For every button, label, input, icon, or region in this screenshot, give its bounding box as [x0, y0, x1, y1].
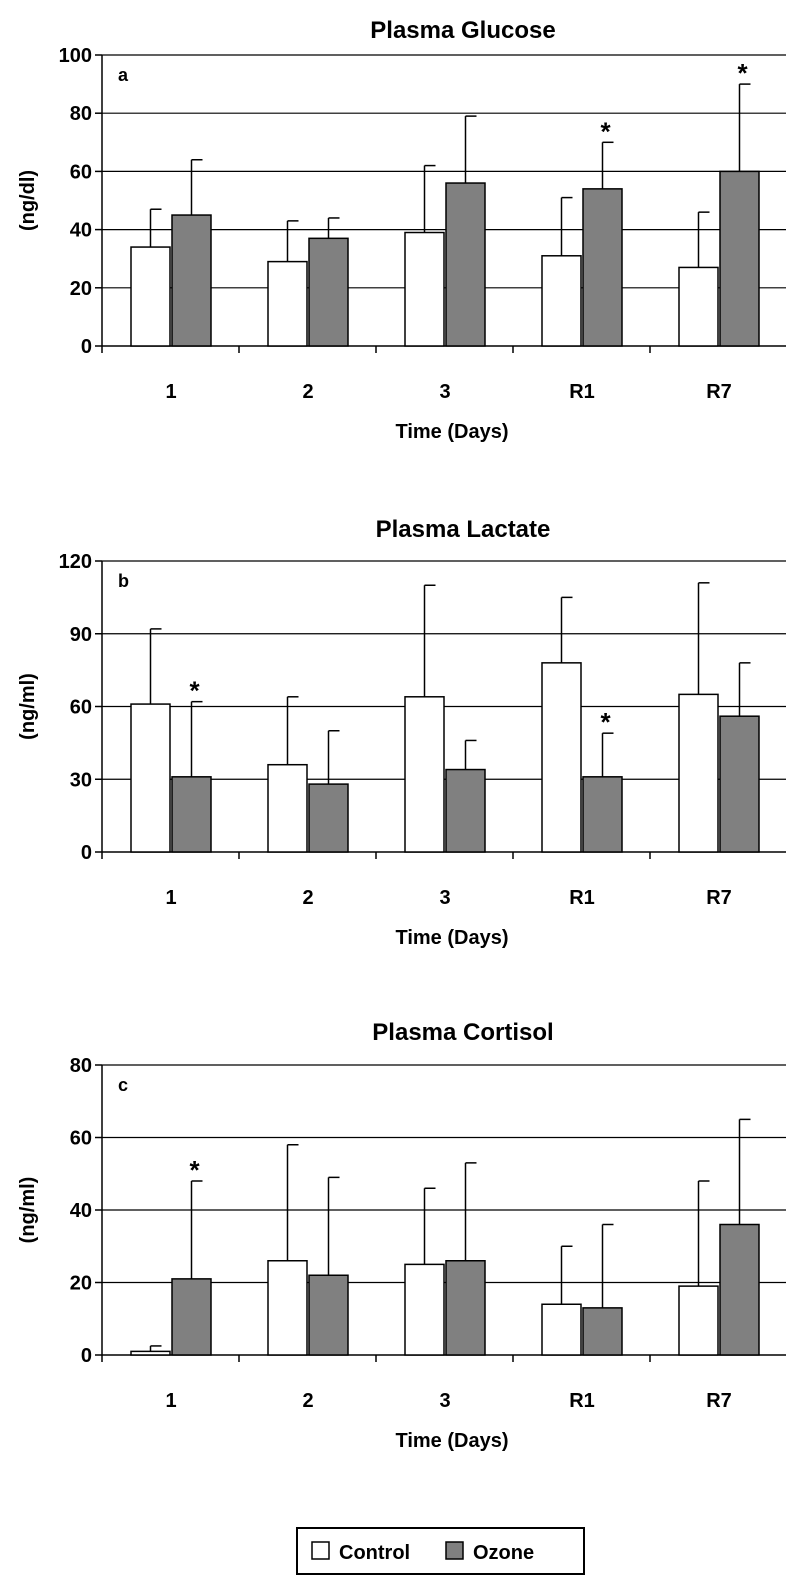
- bar-ozone: [308, 783, 349, 853]
- y-tick-label: 0: [81, 336, 92, 358]
- x-tick-label: R7: [706, 381, 732, 403]
- chart-panel-b: Plasma Lactate 0 30 60 90 120 (ng/ml) b 1 2 3 R1 R7 *…: [17, 516, 786, 949]
- chart-title: Plasma Glucose: [370, 17, 555, 44]
- chart-title: Plasma Lactate: [376, 516, 551, 543]
- panel-letter: a: [118, 65, 129, 85]
- significance-star: *: [600, 707, 611, 737]
- x-tick-label: R1: [569, 887, 595, 909]
- legend: Control Ozone: [296, 1527, 585, 1575]
- bar-ozone: [171, 1278, 212, 1356]
- legend-label-control: Control: [339, 1542, 410, 1564]
- bar-control: [404, 696, 445, 853]
- bar-control: [130, 1350, 171, 1356]
- chart-title: Plasma Cortisol: [372, 1019, 553, 1046]
- y-tick-label: 120: [59, 551, 92, 573]
- y-tick-label: 0: [81, 1345, 92, 1367]
- x-tick-label: 2: [302, 381, 313, 403]
- y-axis-title: (ng/ml): [17, 673, 39, 740]
- bar-control: [130, 246, 171, 347]
- x-tick-label: 2: [302, 887, 313, 909]
- bar-control: [130, 703, 171, 853]
- y-tick-label: 20: [70, 278, 92, 300]
- y-tick-label: 100: [59, 45, 92, 67]
- bar-control: [541, 1303, 582, 1356]
- y-tick-label: 60: [70, 697, 92, 719]
- legend-frame: [296, 1527, 585, 1575]
- y-tick-label: 40: [70, 1200, 92, 1222]
- x-tick-label: 3: [439, 1390, 450, 1412]
- legend-label-ozone: Ozone: [473, 1542, 534, 1564]
- x-tick-label: 2: [302, 1390, 313, 1412]
- x-tick-label: R7: [706, 887, 732, 909]
- bar-control: [404, 1263, 445, 1356]
- x-tick-label: 3: [439, 887, 450, 909]
- bar-ozone: [171, 214, 212, 347]
- bar-control: [541, 255, 582, 347]
- significance-star: *: [189, 676, 200, 706]
- x-tick-label: R1: [569, 381, 595, 403]
- y-tick-label: 80: [70, 1055, 92, 1077]
- y-tick-label: 60: [70, 161, 92, 183]
- y-tick-label: 30: [70, 769, 92, 791]
- panel-letter: c: [118, 1075, 128, 1095]
- bar-ozone: [719, 1223, 760, 1356]
- bar-ozone: [445, 768, 486, 853]
- y-tick-label: 60: [70, 1128, 92, 1150]
- bar-ozone: [582, 188, 623, 347]
- bar-ozone: [582, 1307, 623, 1356]
- significance-star: *: [600, 116, 611, 146]
- y-tick-label: 0: [81, 842, 92, 864]
- x-tick-label: 1: [165, 381, 176, 403]
- chart-panel-c: Plasma Cortisol 0 20 40 60 80 (ng/ml) c 1 2 3 R1 R7 *…: [17, 1019, 786, 1452]
- bar-control: [404, 231, 445, 347]
- chart-panel-a: Plasma Glucose 0 20 40 60 80 100 (ng/dl) a 1 2 3 R1 R…: [17, 17, 786, 443]
- bar-ozone: [719, 170, 760, 347]
- x-axis-title: Time (Days): [395, 927, 508, 949]
- bar-ozone: [445, 1260, 486, 1356]
- x-axis-title: Time (Days): [395, 421, 508, 443]
- y-tick-label: 20: [70, 1273, 92, 1295]
- significance-star: *: [189, 1155, 200, 1185]
- x-tick-label: 3: [439, 381, 450, 403]
- bar-ozone: [308, 1274, 349, 1356]
- legend-swatch-control: [311, 1541, 330, 1560]
- y-axis-title: (ng/ml): [17, 1177, 39, 1244]
- bar-ozone: [308, 237, 349, 347]
- y-axis-title: (ng/dl): [17, 170, 39, 231]
- x-axis-title: Time (Days): [395, 1430, 508, 1452]
- bar-control: [678, 1285, 719, 1356]
- y-tick-label: 40: [70, 220, 92, 242]
- bar-control: [678, 693, 719, 853]
- bar-control: [678, 266, 719, 347]
- bar-ozone: [445, 182, 486, 347]
- x-tick-label: 1: [165, 1390, 176, 1412]
- bar-control: [267, 260, 308, 347]
- bar-ozone: [582, 776, 623, 853]
- x-tick-label: R1: [569, 1390, 595, 1412]
- y-tick-label: 80: [70, 103, 92, 125]
- bar-control: [267, 763, 308, 853]
- bar-control: [267, 1260, 308, 1356]
- significance-star: *: [737, 58, 748, 88]
- x-tick-label: R7: [706, 1390, 732, 1412]
- bar-ozone: [719, 715, 760, 853]
- y-tick-label: 90: [70, 624, 92, 646]
- x-tick-label: 1: [165, 887, 176, 909]
- panel-letter: b: [118, 571, 129, 591]
- bar-ozone: [171, 776, 212, 853]
- legend-swatch-ozone: [445, 1541, 464, 1560]
- bar-control: [541, 662, 582, 853]
